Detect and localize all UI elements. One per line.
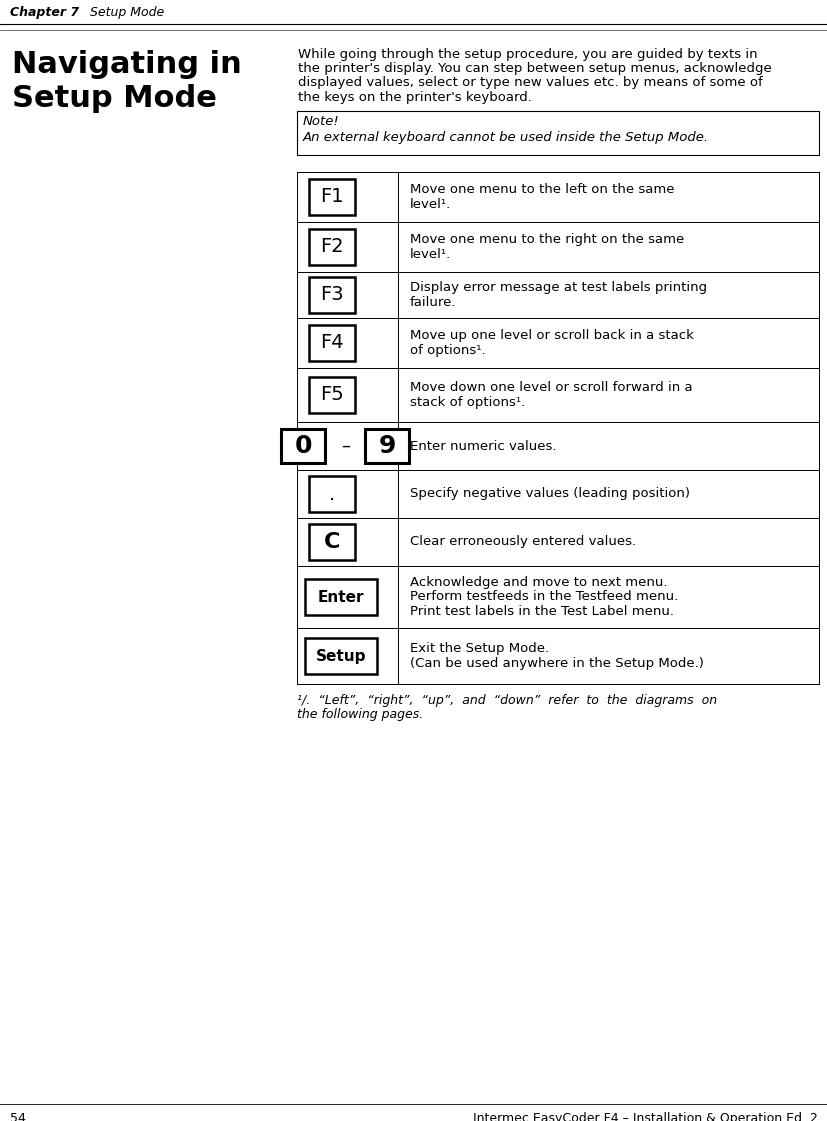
- Text: F2: F2: [320, 238, 343, 257]
- Text: Specify negative values (leading position): Specify negative values (leading positio…: [409, 488, 689, 500]
- Text: 0: 0: [294, 434, 312, 458]
- Text: stack of options¹.: stack of options¹.: [409, 396, 524, 409]
- Bar: [304, 580, 376, 615]
- Text: displayed values, select or type new values etc. by means of some of: displayed values, select or type new val…: [298, 76, 762, 90]
- Text: C: C: [323, 532, 340, 552]
- Bar: [308, 325, 355, 361]
- Bar: [297, 111, 818, 155]
- Text: Enter numeric values.: Enter numeric values.: [409, 439, 556, 453]
- Text: failure.: failure.: [409, 296, 456, 308]
- Text: Clear erroneously entered values.: Clear erroneously entered values.: [409, 536, 635, 548]
- Text: While going through the setup procedure, you are guided by texts in: While going through the setup procedure,…: [298, 48, 757, 61]
- Text: F1: F1: [320, 187, 343, 206]
- Text: Intermec EasyCoder F4 – Installation & Operation Ed. 2: Intermec EasyCoder F4 – Installation & O…: [472, 1112, 817, 1121]
- Text: 54: 54: [10, 1112, 26, 1121]
- Text: Print test labels in the Test Label menu.: Print test labels in the Test Label menu…: [409, 605, 673, 618]
- Text: Enter: Enter: [318, 590, 364, 604]
- Text: 9: 9: [379, 434, 395, 458]
- Text: Move one menu to the right on the same: Move one menu to the right on the same: [409, 233, 683, 247]
- Text: (Can be used anywhere in the Setup Mode.): (Can be used anywhere in the Setup Mode.…: [409, 657, 703, 669]
- Text: Perform testfeeds in the Testfeed menu.: Perform testfeeds in the Testfeed menu.: [409, 591, 677, 603]
- Text: Note!: Note!: [303, 115, 339, 128]
- Text: Move up one level or scroll back in a stack: Move up one level or scroll back in a st…: [409, 330, 693, 342]
- Text: .: .: [328, 484, 335, 503]
- Text: F5: F5: [320, 386, 343, 405]
- Bar: [308, 476, 355, 512]
- Text: level¹.: level¹.: [409, 248, 451, 261]
- Text: Navigating in: Navigating in: [12, 50, 241, 78]
- Text: Move down one level or scroll forward in a: Move down one level or scroll forward in…: [409, 381, 692, 395]
- Bar: [308, 524, 355, 560]
- Text: F3: F3: [320, 286, 343, 305]
- Bar: [365, 429, 409, 463]
- Text: of options¹.: of options¹.: [409, 344, 485, 356]
- Text: Setup: Setup: [315, 649, 366, 664]
- Text: the printer's display. You can step between setup menus, acknowledge: the printer's display. You can step betw…: [298, 62, 771, 75]
- Text: Display error message at test labels printing: Display error message at test labels pri…: [409, 281, 706, 294]
- Bar: [308, 277, 355, 313]
- Bar: [304, 638, 376, 674]
- Text: Move one menu to the left on the same: Move one menu to the left on the same: [409, 183, 674, 196]
- Text: An external keyboard cannot be used inside the Setup Mode.: An external keyboard cannot be used insi…: [303, 131, 708, 143]
- Text: the following pages.: the following pages.: [297, 708, 423, 721]
- Text: –: –: [341, 437, 350, 455]
- Bar: [308, 229, 355, 265]
- Bar: [281, 429, 325, 463]
- Text: Chapter 7: Chapter 7: [10, 6, 79, 19]
- Text: the keys on the printer's keyboard.: the keys on the printer's keyboard.: [298, 91, 531, 103]
- Text: ¹/.  “Left”,  “right”,  “up”,  and  “down”  refer  to  the  diagrams  on: ¹/. “Left”, “right”, “up”, and “down” re…: [297, 694, 716, 707]
- Text: level¹.: level¹.: [409, 197, 451, 211]
- Text: Setup Mode: Setup Mode: [90, 6, 164, 19]
- Text: Setup Mode: Setup Mode: [12, 84, 217, 113]
- Bar: [308, 179, 355, 215]
- Text: F4: F4: [320, 334, 343, 352]
- Bar: [308, 377, 355, 413]
- Text: Acknowledge and move to next menu.: Acknowledge and move to next menu.: [409, 576, 667, 589]
- Text: Exit the Setup Mode.: Exit the Setup Mode.: [409, 642, 548, 656]
